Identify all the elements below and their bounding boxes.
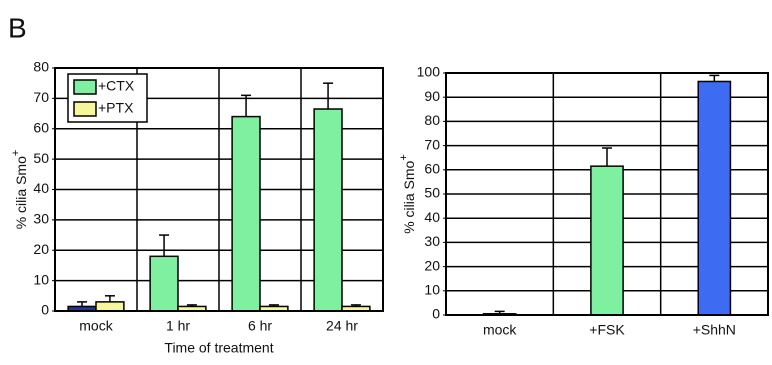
- x-tick-label: 6 hr: [248, 318, 272, 334]
- x-axis-label: Time of treatment: [164, 340, 273, 356]
- error-bar: [186, 304, 197, 307]
- error-bar: [104, 295, 115, 302]
- bar: [231, 115, 261, 312]
- y-tick-label: 10: [424, 282, 440, 298]
- bar: [590, 165, 624, 316]
- y-tick-label: 60: [424, 161, 440, 177]
- y-tick-label: 20: [424, 257, 440, 273]
- error-bar: [602, 147, 612, 167]
- bar: [95, 301, 125, 312]
- x-tick-label: +ShhN: [693, 322, 736, 338]
- plot-frame: [445, 72, 769, 316]
- error-bar: [494, 310, 505, 314]
- y-tick-label: 80: [33, 59, 49, 75]
- y-tick-label: 50: [424, 185, 440, 201]
- x-tick-label: 1 hr: [166, 318, 190, 334]
- y-axis-label-sup: +: [10, 150, 22, 156]
- y-tick-label: 0: [432, 306, 440, 322]
- y-tick-label: 30: [424, 233, 440, 249]
- y-axis-label: % cilia Smo+: [10, 150, 29, 230]
- legend-swatch: [73, 101, 97, 117]
- x-tick-label: +FSK: [589, 322, 625, 338]
- error-bar: [159, 234, 170, 257]
- y-tick-label: 90: [424, 88, 440, 104]
- y-tick-label: 100: [417, 64, 441, 80]
- error-bar: [268, 304, 279, 307]
- bar: [697, 80, 732, 316]
- error-bar: [709, 74, 720, 82]
- error-bar: [77, 301, 88, 307]
- bar: [149, 255, 179, 312]
- x-tick-label: 24 hr: [326, 318, 358, 334]
- y-tick-label: 40: [33, 180, 49, 196]
- panel-label: B: [8, 12, 27, 43]
- error-bar: [350, 304, 361, 307]
- y-tick-label: 10: [33, 271, 49, 287]
- y-axis-label-main: % cilia Smo: [13, 156, 29, 229]
- y-tick-label: 0: [41, 302, 49, 318]
- legend-label: +CTX: [98, 78, 135, 94]
- y-tick-label: 20: [33, 241, 49, 257]
- plot-frame: [54, 67, 384, 312]
- error-bar: [241, 94, 252, 117]
- legend-swatch: [73, 79, 97, 95]
- y-tick-label: 50: [33, 150, 49, 166]
- x-tick-label: mock: [483, 322, 517, 338]
- error-bar: [323, 82, 334, 110]
- bar: [313, 108, 343, 312]
- y-tick-label: 80: [424, 112, 440, 128]
- y-tick-label: 40: [424, 209, 440, 225]
- y-tick-label: 30: [33, 211, 49, 227]
- y-tick-label: 70: [424, 136, 440, 152]
- y-axis-label: % cilia Smo+: [398, 154, 417, 234]
- x-tick-label: mock: [79, 318, 113, 334]
- y-axis-label-sup: +: [398, 154, 410, 160]
- legend-label: +PTX: [98, 100, 134, 116]
- y-tick-label: 60: [33, 119, 49, 135]
- y-axis-label-main: % cilia Smo: [401, 160, 417, 233]
- y-tick-label: 70: [33, 89, 49, 105]
